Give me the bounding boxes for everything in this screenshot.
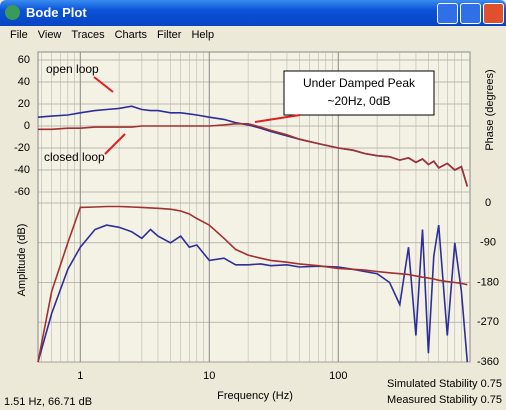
y-tick-label: 60 xyxy=(18,54,30,66)
arrow xyxy=(93,76,114,93)
x-axis-label: Frequency (Hz) xyxy=(217,390,293,402)
annotation: closed loop xyxy=(44,150,105,164)
y2-tick-label: -180 xyxy=(477,276,499,288)
y2-tick-label: -90 xyxy=(480,237,496,249)
y2-tick-label: 0 xyxy=(485,197,491,209)
status-simulated: Simulated Stability 0.75 xyxy=(387,378,502,390)
y-tick-label: 40 xyxy=(18,76,30,88)
x-tick-label: 100 xyxy=(329,370,347,382)
title-bar: Bode Plot xyxy=(0,0,506,26)
annotation: open loop xyxy=(46,62,99,76)
app-icon xyxy=(5,5,20,20)
menu-item[interactable]: File xyxy=(10,29,28,41)
window-title: Bode Plot xyxy=(26,5,87,20)
series-line xyxy=(37,224,469,363)
status-cursor: 1.51 Hz, 66.71 dB xyxy=(4,396,92,408)
menu-item[interactable]: Charts xyxy=(114,29,148,41)
status-measured: Measured Stability 0.75 xyxy=(387,394,502,406)
menu-item[interactable]: View xyxy=(37,29,62,41)
y2-tick-label: -270 xyxy=(477,316,499,328)
y-axis-label: Amplitude (dB) xyxy=(16,224,28,297)
minimize-button[interactable] xyxy=(437,3,458,24)
x-tick-label: 1 xyxy=(77,370,83,382)
menu-bar: File View Traces Charts Filter Help xyxy=(0,26,506,44)
chart: open loop closed loop Under Damped Peak … xyxy=(4,51,502,408)
y2-axis-label: Phase (degrees) xyxy=(484,69,496,150)
y-tick-label: -60 xyxy=(14,186,30,198)
series-line xyxy=(37,205,468,363)
series-line xyxy=(38,123,469,187)
menu-item[interactable]: Help xyxy=(191,29,215,41)
arrow xyxy=(104,133,126,155)
maximize-button[interactable] xyxy=(460,3,481,24)
close-button[interactable] xyxy=(483,3,504,24)
y-tick-label: -40 xyxy=(14,164,30,176)
y-tick-label: -20 xyxy=(14,142,30,154)
x-tick-label: 10 xyxy=(203,370,215,382)
y2-tick-label: -360 xyxy=(477,356,499,368)
y-tick-label: 0 xyxy=(24,120,30,132)
annotation-box xyxy=(283,70,435,116)
annotation: ~20Hz, 0dB xyxy=(327,94,390,108)
annotation: Under Damped Peak xyxy=(303,76,416,90)
arrow xyxy=(254,114,301,123)
menu-item[interactable]: Traces xyxy=(71,29,105,41)
y-tick-label: 20 xyxy=(18,98,30,110)
menu-item[interactable]: Filter xyxy=(157,29,182,41)
